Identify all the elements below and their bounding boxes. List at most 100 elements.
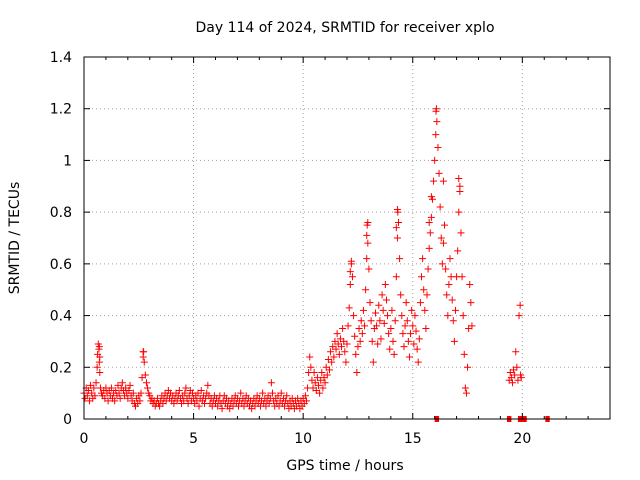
data-point xyxy=(118,379,126,387)
data-point xyxy=(345,304,353,312)
data-point xyxy=(420,286,428,294)
data-point xyxy=(387,325,395,332)
data-point xyxy=(405,353,413,361)
data-point xyxy=(359,306,367,314)
data-point xyxy=(126,381,134,389)
data-point xyxy=(515,312,523,320)
data-point xyxy=(455,175,463,183)
data-point xyxy=(389,337,397,345)
data-point xyxy=(402,299,410,307)
data-point xyxy=(425,218,433,226)
data-point xyxy=(466,281,474,289)
data-point xyxy=(361,322,369,330)
data-point xyxy=(425,244,433,252)
tick-labels: 0 5 10 15 20 0 0.2 0.4 0.6 0.8 1 1.2 1.4 xyxy=(50,50,532,447)
data-point xyxy=(393,206,401,214)
data-point xyxy=(468,322,476,330)
data-point xyxy=(448,296,456,304)
data-point xyxy=(237,389,245,397)
data-point xyxy=(354,343,362,351)
data-point xyxy=(125,387,133,395)
data-point xyxy=(409,322,417,330)
data-point xyxy=(407,330,415,338)
data-point xyxy=(392,224,400,232)
data-point xyxy=(107,384,115,392)
data-point xyxy=(83,392,91,400)
data-point xyxy=(461,384,469,392)
data-point xyxy=(92,379,100,387)
data-point xyxy=(381,281,389,289)
x-axis-title: GPS time / hours xyxy=(286,458,403,474)
data-point xyxy=(414,358,422,366)
data-point xyxy=(137,389,145,397)
data-point xyxy=(434,144,442,151)
data-point xyxy=(95,343,103,351)
data-point xyxy=(397,291,405,299)
data-point xyxy=(396,255,404,263)
data-point xyxy=(395,218,403,226)
data-point xyxy=(129,389,137,397)
data-point xyxy=(382,296,390,304)
data-point xyxy=(411,312,419,320)
data-point xyxy=(342,358,350,366)
data-point xyxy=(455,208,463,216)
data-point xyxy=(459,312,467,320)
data-point xyxy=(416,299,424,307)
data-point xyxy=(423,291,431,299)
data-point xyxy=(371,309,379,317)
data-point xyxy=(421,306,429,314)
data-point xyxy=(456,187,464,195)
chart-title: Day 114 of 2024, SRMTID for receiver xpl… xyxy=(195,20,494,36)
x-tick-label: 5 xyxy=(189,431,198,447)
data-point xyxy=(142,379,150,387)
data-point xyxy=(181,389,189,397)
data-point xyxy=(445,281,453,289)
data-point xyxy=(513,363,521,371)
data-point xyxy=(377,335,385,343)
y-tick-label: 1 xyxy=(63,153,72,169)
data-point xyxy=(378,291,386,299)
data-point xyxy=(355,325,363,332)
y-tick-label: 0.4 xyxy=(50,309,72,325)
data-point xyxy=(404,337,412,345)
data-point xyxy=(195,402,203,410)
data-point xyxy=(369,358,377,366)
data-point xyxy=(363,231,371,239)
y-tick-label: 1.4 xyxy=(50,50,72,66)
data-point xyxy=(458,273,466,281)
y-tick-label: 0.2 xyxy=(50,360,72,376)
y-tick-label: 1.2 xyxy=(50,102,72,118)
data-point xyxy=(323,371,331,379)
data-point xyxy=(403,317,411,325)
data-point xyxy=(330,353,338,361)
data-point xyxy=(365,265,373,273)
axis-ticks xyxy=(83,56,610,420)
data-point xyxy=(432,131,440,139)
data-point xyxy=(462,389,470,397)
data-point xyxy=(363,255,371,263)
data-point xyxy=(364,218,372,226)
data-point xyxy=(457,229,465,237)
data-point xyxy=(96,353,104,361)
data-point xyxy=(319,384,327,392)
data-point xyxy=(422,325,430,332)
y-tick-label: 0.6 xyxy=(50,257,72,273)
data-point xyxy=(197,387,205,395)
data-point xyxy=(339,325,347,332)
y-tick-label: 0 xyxy=(63,412,72,428)
data-point xyxy=(306,353,314,361)
data-point xyxy=(356,337,364,345)
data-point xyxy=(511,371,519,379)
data-point xyxy=(427,193,435,201)
data-point xyxy=(393,234,401,242)
data-point xyxy=(352,350,360,358)
data-point xyxy=(116,394,124,402)
data-point xyxy=(401,322,409,330)
data-point xyxy=(267,379,275,387)
x-tick-label: 20 xyxy=(513,431,531,447)
data-point xyxy=(283,392,291,400)
y-tick-label: 0.8 xyxy=(50,205,72,221)
data-point xyxy=(301,392,309,400)
data-point xyxy=(451,306,459,314)
